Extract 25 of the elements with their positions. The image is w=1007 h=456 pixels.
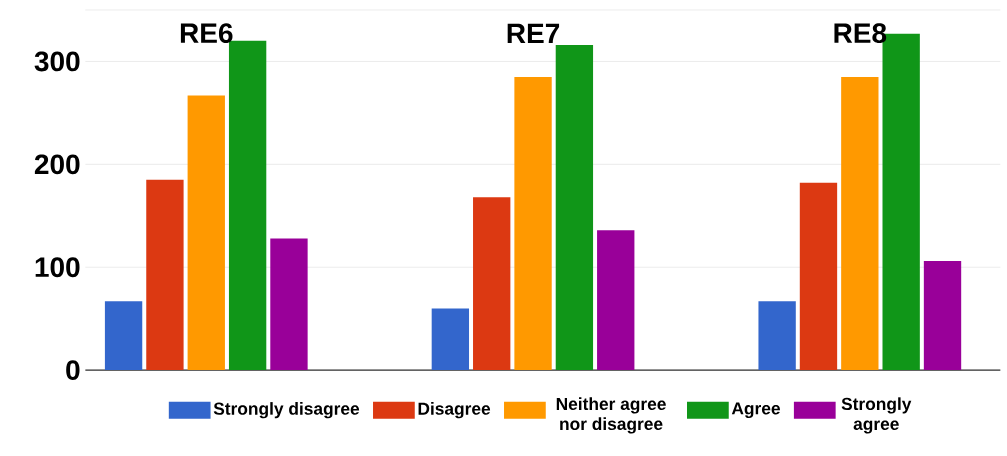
y-tick-label: 300 (34, 51, 80, 72)
bar (841, 76, 879, 371)
y-tick-label: 100 (35, 257, 80, 278)
legend-label: Agree (731, 402, 780, 418)
bar (270, 238, 308, 371)
bar (555, 44, 594, 371)
y-tick-label: 0 (66, 360, 80, 380)
bar (514, 76, 552, 371)
legend-label: Neither agree nor disagree (556, 397, 666, 434)
y-tick-label: 200 (34, 154, 80, 175)
x-tick-label: RE6 (180, 23, 233, 44)
legend-label: Disagree (418, 402, 491, 419)
bar (187, 95, 225, 371)
legend-label: Strongly agree (841, 397, 912, 434)
bar (431, 308, 470, 371)
bar (799, 182, 838, 371)
bar (104, 301, 143, 371)
bar (597, 230, 635, 371)
legend-label: Strongly disagree (213, 402, 360, 419)
bar (473, 197, 511, 371)
bar (923, 260, 962, 371)
bar (758, 301, 796, 371)
bar (146, 179, 184, 371)
x-tick-label: RE7 (507, 23, 560, 44)
x-tick-label: RE8 (834, 23, 887, 44)
